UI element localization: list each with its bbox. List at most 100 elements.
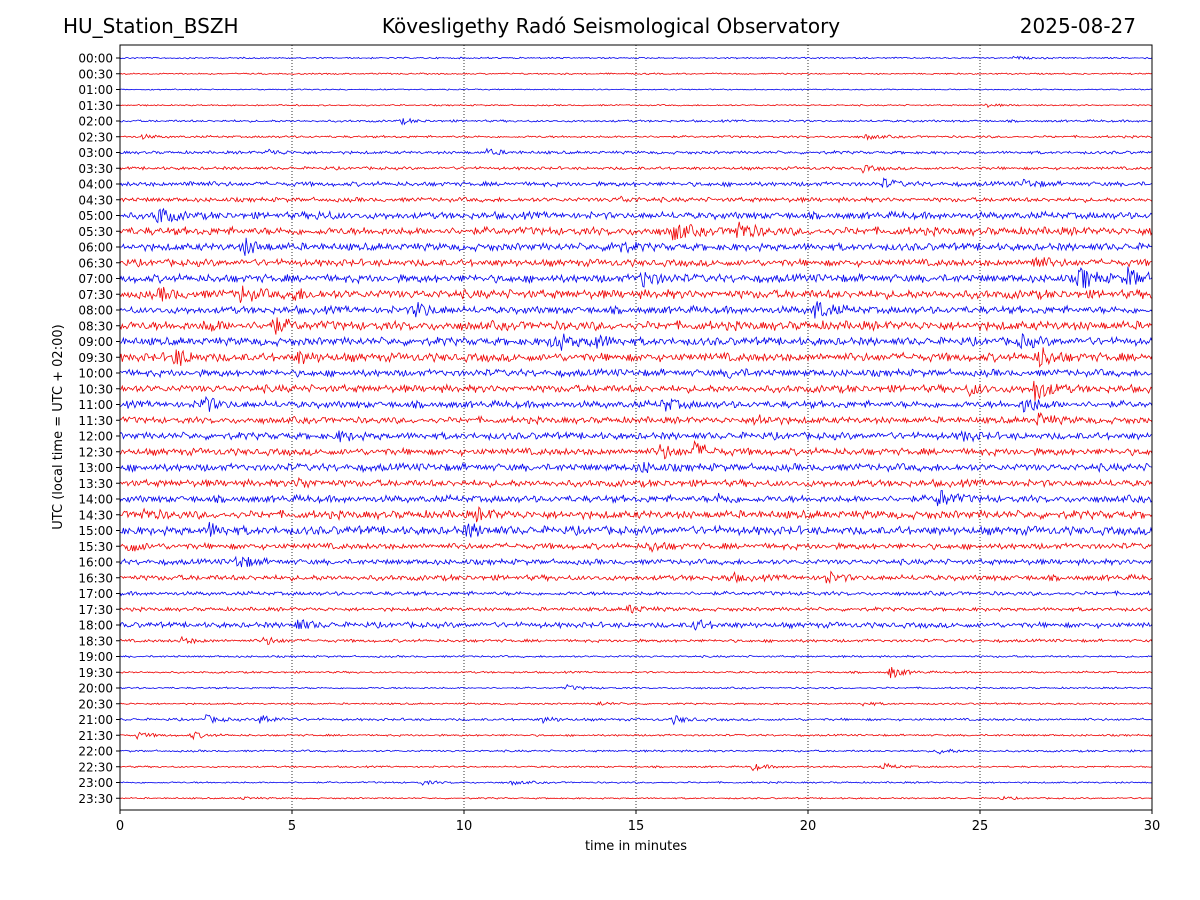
trace-0700	[119, 266, 1153, 289]
station-name: HU_Station_BSZH	[63, 14, 239, 38]
y-tick-label: 02:00	[78, 115, 113, 129]
y-tick-label: 09:00	[78, 335, 113, 349]
trace-2130	[119, 731, 1153, 741]
y-tick-label: 08:30	[78, 319, 113, 333]
trace-1200	[119, 430, 1153, 443]
x-tick-label: 0	[116, 819, 124, 834]
trace-1700	[119, 590, 1153, 597]
trace-1730	[119, 604, 1153, 614]
trace-1900	[119, 654, 1153, 659]
trace-0400	[119, 177, 1153, 189]
trace-1430	[119, 506, 1153, 523]
trace-0330	[119, 164, 1152, 174]
y-tick-label: 05:30	[78, 225, 113, 239]
trace-1030	[119, 380, 1153, 401]
y-tick-label: 23:00	[78, 776, 113, 790]
trace-2300	[119, 780, 1152, 787]
trace-1400	[119, 490, 1153, 507]
y-tick-label: 08:00	[78, 304, 113, 318]
y-tick-label: 06:00	[78, 241, 113, 255]
y-tick-label: 10:00	[78, 367, 113, 381]
trace-0800	[119, 301, 1153, 319]
y-tick-label: 14:00	[78, 493, 113, 507]
y-tick-label: 01:00	[78, 83, 113, 97]
y-tick-label: 13:00	[78, 461, 113, 475]
trace-0600	[119, 237, 1153, 256]
y-tick-label: 03:30	[78, 162, 113, 176]
y-tick-label: 22:00	[78, 745, 113, 759]
y-tick-label: 16:30	[78, 571, 113, 585]
trace-0130	[119, 103, 1153, 109]
trace-0230	[119, 133, 1153, 141]
trace-1830	[119, 635, 1153, 646]
y-tick-label: 06:30	[78, 256, 113, 270]
y-tick-label: 01:30	[78, 99, 113, 113]
trace-1100	[119, 395, 1153, 413]
trace-0500	[119, 207, 1153, 224]
trace-2200	[119, 748, 1153, 755]
y-tick-label: 19:30	[78, 666, 113, 680]
y-tick-label: 15:30	[78, 540, 113, 554]
trace-1930	[119, 667, 1153, 679]
x-tick-label: 10	[456, 819, 473, 834]
trace-0730	[119, 285, 1153, 303]
y-tick-label: 11:30	[78, 414, 113, 428]
trace-1230	[119, 440, 1153, 460]
y-tick-label: 04:00	[78, 178, 113, 192]
chart-title: Kövesligethy Radó Seismological Observat…	[381, 14, 841, 38]
trace-1000	[119, 367, 1153, 379]
grid-lines	[291, 45, 981, 810]
y-axis-label: UTC (local time = UTC + 02:00)	[51, 324, 66, 529]
trace-0900	[119, 332, 1153, 351]
y-tick-label: 14:30	[78, 508, 113, 522]
x-tick-label: 20	[800, 819, 817, 834]
trace-0000	[119, 55, 1153, 60]
y-tick-label: 12:30	[78, 445, 113, 459]
trace-2100	[119, 714, 1153, 726]
trace-0300	[119, 147, 1153, 156]
trace-0830	[119, 317, 1153, 335]
y-tick-label: 16:00	[78, 556, 113, 570]
y-tick-label: 12:00	[78, 430, 113, 444]
y-tick-label: 10:30	[78, 382, 113, 396]
y-tick-label: 13:30	[78, 477, 113, 491]
trace-1600	[119, 555, 1153, 568]
trace-1300	[119, 461, 1153, 474]
y-tick-label: 22:30	[78, 760, 113, 774]
trace-2030	[119, 700, 1153, 707]
y-tick-label: 03:00	[78, 146, 113, 160]
y-tick-label: 07:30	[78, 288, 113, 302]
x-axis-label: time in minutes	[585, 839, 687, 854]
y-tick-label: 21:00	[78, 713, 113, 727]
trace-0930	[119, 347, 1153, 368]
y-tick-label: 11:00	[78, 398, 113, 412]
y-tick-label: 20:30	[78, 697, 113, 711]
trace-2230	[119, 762, 1153, 772]
y-tick-label: 02:30	[78, 130, 113, 144]
x-tick-label: 30	[1144, 819, 1161, 834]
trace-0530	[119, 221, 1153, 241]
trace-1800	[119, 619, 1153, 631]
y-tick-label: 19:00	[78, 650, 113, 664]
trace-0100	[119, 88, 1153, 91]
y-tick-label: 04:30	[78, 193, 113, 207]
chart-date: 2025-08-27	[1019, 14, 1136, 38]
trace-1130	[119, 412, 1153, 427]
y-tick-label: 09:30	[78, 351, 113, 365]
x-tick-label: 5	[288, 819, 296, 834]
y-tick-label: 20:00	[78, 682, 113, 696]
trace-0430	[119, 195, 1153, 204]
y-tick-label: 00:30	[78, 67, 113, 81]
y-tick-label: 18:30	[78, 634, 113, 648]
x-tick-labels: 0 5 10 15 20 25 30	[116, 810, 1160, 834]
trace-0200	[119, 117, 1153, 126]
trace-0630	[119, 256, 1153, 269]
x-tick-label: 15	[628, 819, 645, 834]
trace-1530	[119, 541, 1152, 553]
y-tick-label: 17:30	[78, 603, 113, 617]
trace-2000	[119, 683, 1153, 691]
x-tick-label: 25	[972, 819, 989, 834]
trace-1330	[119, 476, 1153, 489]
